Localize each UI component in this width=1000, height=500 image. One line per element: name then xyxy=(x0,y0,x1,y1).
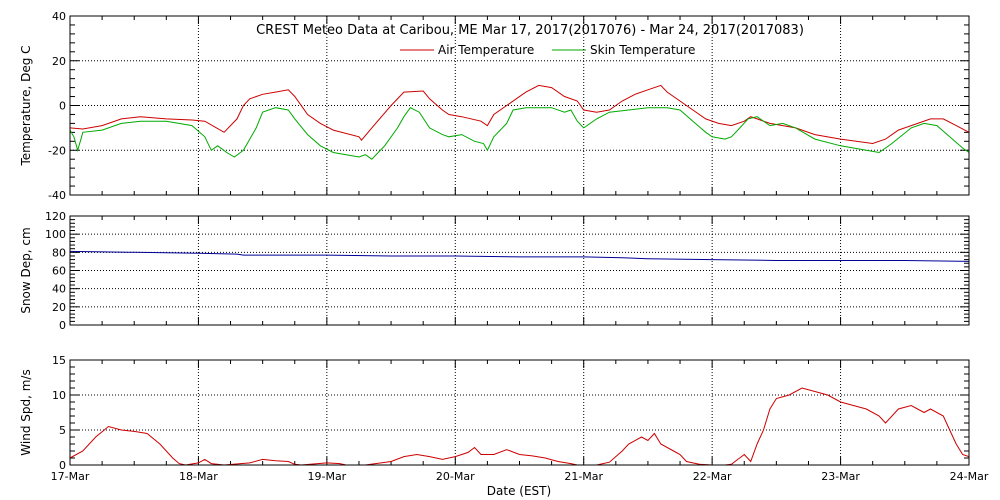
y-tick-label: -20 xyxy=(48,144,66,157)
y-tick-label: 80 xyxy=(52,246,66,259)
y-axis-label: Temperature, Deg C xyxy=(19,45,33,166)
panel-3: 0 5 10 15 Wind Spd, m/s xyxy=(19,354,970,472)
y-tick-label: 120 xyxy=(45,210,66,223)
y-tick-label: 5 xyxy=(59,424,66,437)
legend-entry: Skin Temperature xyxy=(590,43,695,57)
y-tick-label: 60 xyxy=(52,265,66,278)
x-tick-label: 20-Mar xyxy=(436,470,475,483)
y-tick-label: 40 xyxy=(52,10,66,23)
x-axis-label: Date (EST) xyxy=(487,484,551,498)
y-tick-label: 15 xyxy=(52,354,66,367)
x-tick-label: 21-Mar xyxy=(564,470,603,483)
y-tick-label: 20 xyxy=(52,301,66,314)
x-tick-label: 17-Mar xyxy=(51,470,90,483)
legend-entry: Air Temperature xyxy=(438,43,534,57)
series-line-1-2 xyxy=(70,107,969,160)
x-tick-label: 22-Mar xyxy=(693,470,732,483)
y-tick-label: 40 xyxy=(52,283,66,296)
y-axis-label: Snow Dep, cm xyxy=(19,227,33,313)
series-line-2-1 xyxy=(70,250,969,262)
plot-frame xyxy=(69,15,970,196)
y-tick-label: 0 xyxy=(59,100,66,113)
panel-1: -40 -20 0 20 40 Temperature, Deg C xyxy=(19,10,970,202)
series-line-1-1 xyxy=(70,84,969,145)
chart-panels: -40 -20 0 20 40 Temperature, Deg C 0 20 40 60 80 10… xyxy=(19,10,970,472)
plot-frame xyxy=(69,215,970,326)
y-tick-label: 0 xyxy=(59,459,66,472)
chart-title: CREST Meteo Data at Caribou, ME Mar 17, … xyxy=(256,23,804,38)
series-line-3-1 xyxy=(70,387,969,465)
y-tick-label: 20 xyxy=(52,55,66,68)
legend: Air Temperature Skin Temperature xyxy=(400,43,695,57)
x-tick-label: 24-Mar xyxy=(950,470,989,483)
y-axis-label: Wind Spd, m/s xyxy=(19,369,33,455)
y-tick-label: 100 xyxy=(45,228,66,241)
y-tick-label: 0 xyxy=(59,319,66,332)
panel-2: 0 20 40 60 80 100 120 Snow Dep, cm xyxy=(19,210,970,332)
x-tick-label: 18-Mar xyxy=(179,470,218,483)
y-tick-label: 10 xyxy=(52,389,66,402)
y-tick-label: -40 xyxy=(48,189,66,202)
x-tick-label: 23-Mar xyxy=(821,470,860,483)
plot-frame xyxy=(69,359,970,466)
x-tick-labels: 17-Mar 18-Mar 19-Mar 20-Mar 21-Mar 22-Mar 23-M… xyxy=(51,470,989,483)
x-tick-label: 19-Mar xyxy=(307,470,346,483)
